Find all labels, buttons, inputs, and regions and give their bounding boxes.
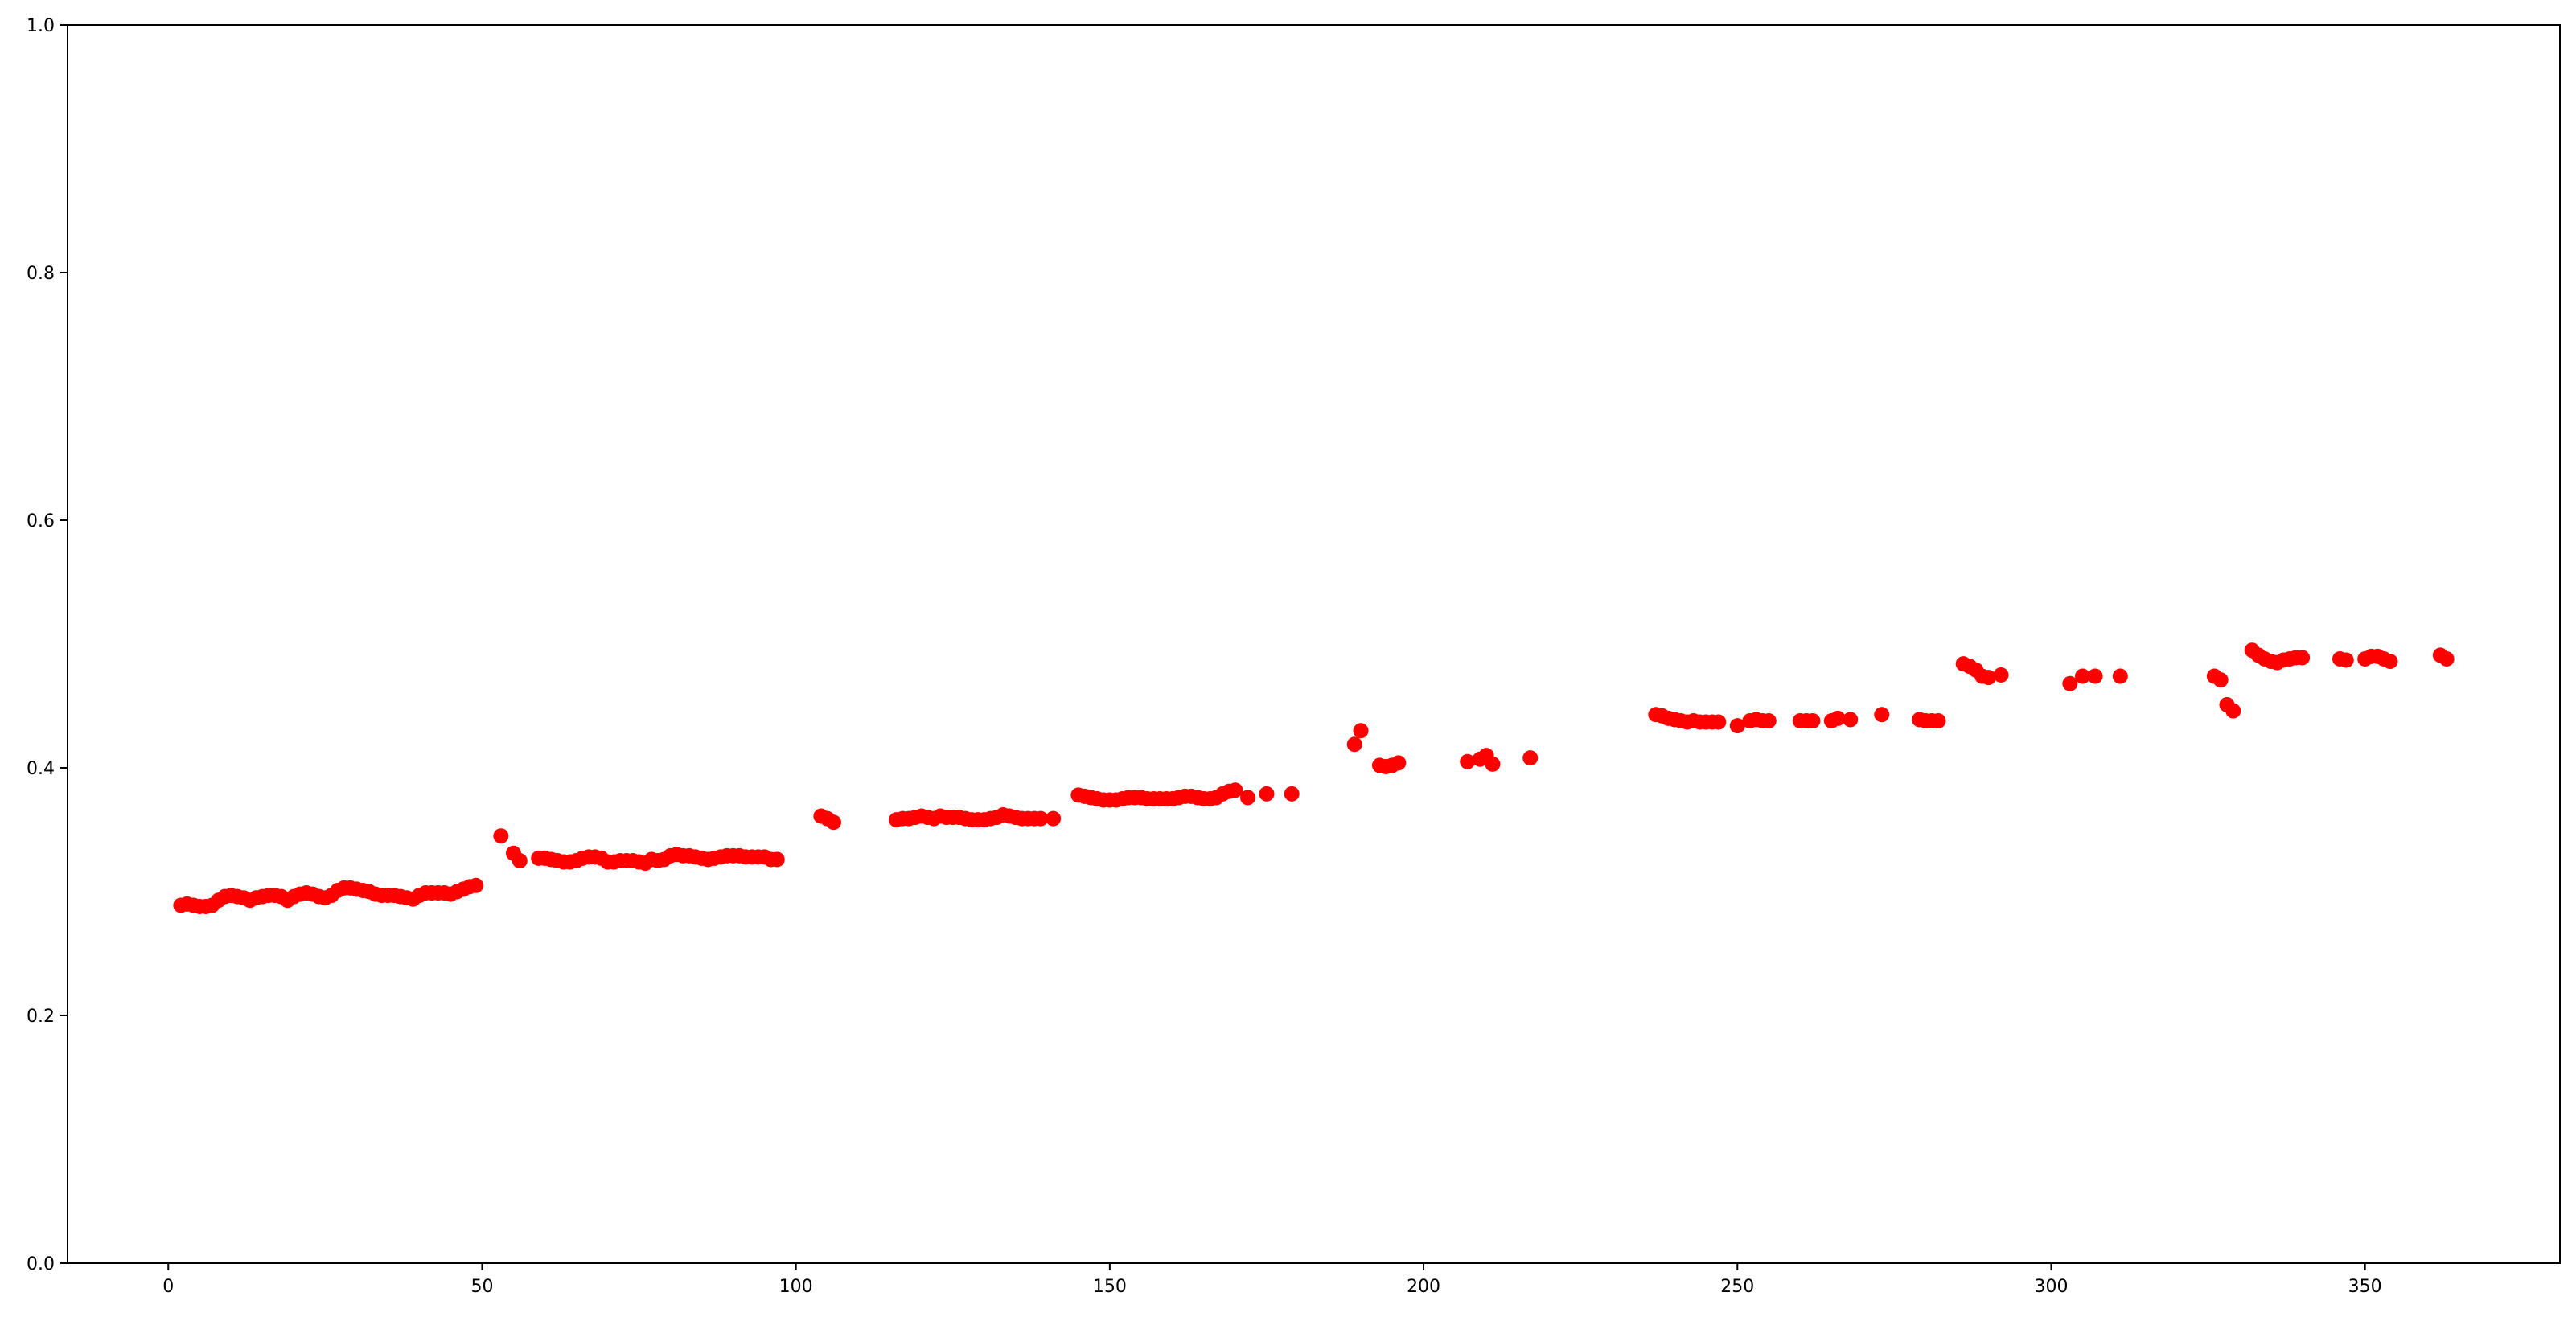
y-tick-label: 0.8 (27, 264, 55, 284)
data-point (2062, 675, 2078, 691)
data-point (2382, 654, 2398, 670)
data-point (1353, 723, 1369, 739)
y-tick-label: 0.0 (27, 1254, 55, 1274)
data-point (1874, 707, 1890, 723)
y-tick-label: 0.2 (27, 1007, 55, 1027)
data-point (2338, 652, 2354, 668)
y-tick-label: 1.0 (27, 16, 55, 36)
data-point (1284, 786, 1300, 802)
x-tick-label: 350 (2348, 1277, 2382, 1297)
data-point (1522, 750, 1539, 766)
data-point (2112, 668, 2128, 684)
y-axis: 0.0 0.2 0.4 0.6 0.8 1.0 (27, 16, 68, 1274)
data-point (769, 851, 785, 868)
data-point (1843, 712, 1859, 728)
data-point (1485, 756, 1501, 772)
plot-frame (67, 24, 2561, 1264)
y-tick-label: 0.4 (27, 759, 55, 779)
data-point (1760, 712, 1777, 728)
y-tick-label: 0.6 (27, 511, 55, 531)
data-point (1980, 670, 1996, 686)
data-point (1346, 736, 1362, 753)
data-point (2087, 668, 2103, 684)
data-point (1391, 755, 1407, 771)
data-point (1993, 667, 2009, 683)
x-tick-label: 300 (2034, 1277, 2068, 1297)
x-tick-label: 100 (779, 1277, 813, 1297)
data-point (468, 877, 484, 893)
x-tick-label: 200 (1407, 1277, 1440, 1297)
x-axis: 0 50 100 150 200 250 300 350 (162, 1263, 2382, 1297)
data-point (2212, 672, 2229, 688)
data-point (2225, 703, 2241, 719)
x-tick-label: 50 (470, 1277, 493, 1297)
data-point (1460, 753, 1476, 769)
data-points (173, 642, 2455, 914)
data-point (825, 814, 841, 831)
data-point (1227, 782, 1243, 798)
data-point (1259, 786, 1275, 802)
data-point (1033, 810, 1049, 827)
data-point (493, 828, 509, 844)
data-point (2438, 650, 2455, 667)
data-point (1930, 712, 1946, 728)
data-point (1240, 790, 1256, 806)
data-point (2295, 650, 2311, 666)
data-point (1046, 810, 1062, 827)
data-point (1830, 710, 1846, 726)
x-tick-label: 0 (162, 1277, 174, 1297)
x-tick-label: 150 (1093, 1277, 1127, 1297)
data-point (1729, 718, 1745, 734)
data-point (1805, 712, 1821, 728)
data-point (1711, 714, 1727, 730)
data-point (512, 853, 528, 868)
x-tick-label: 250 (1720, 1277, 1754, 1297)
data-point (2074, 668, 2090, 684)
